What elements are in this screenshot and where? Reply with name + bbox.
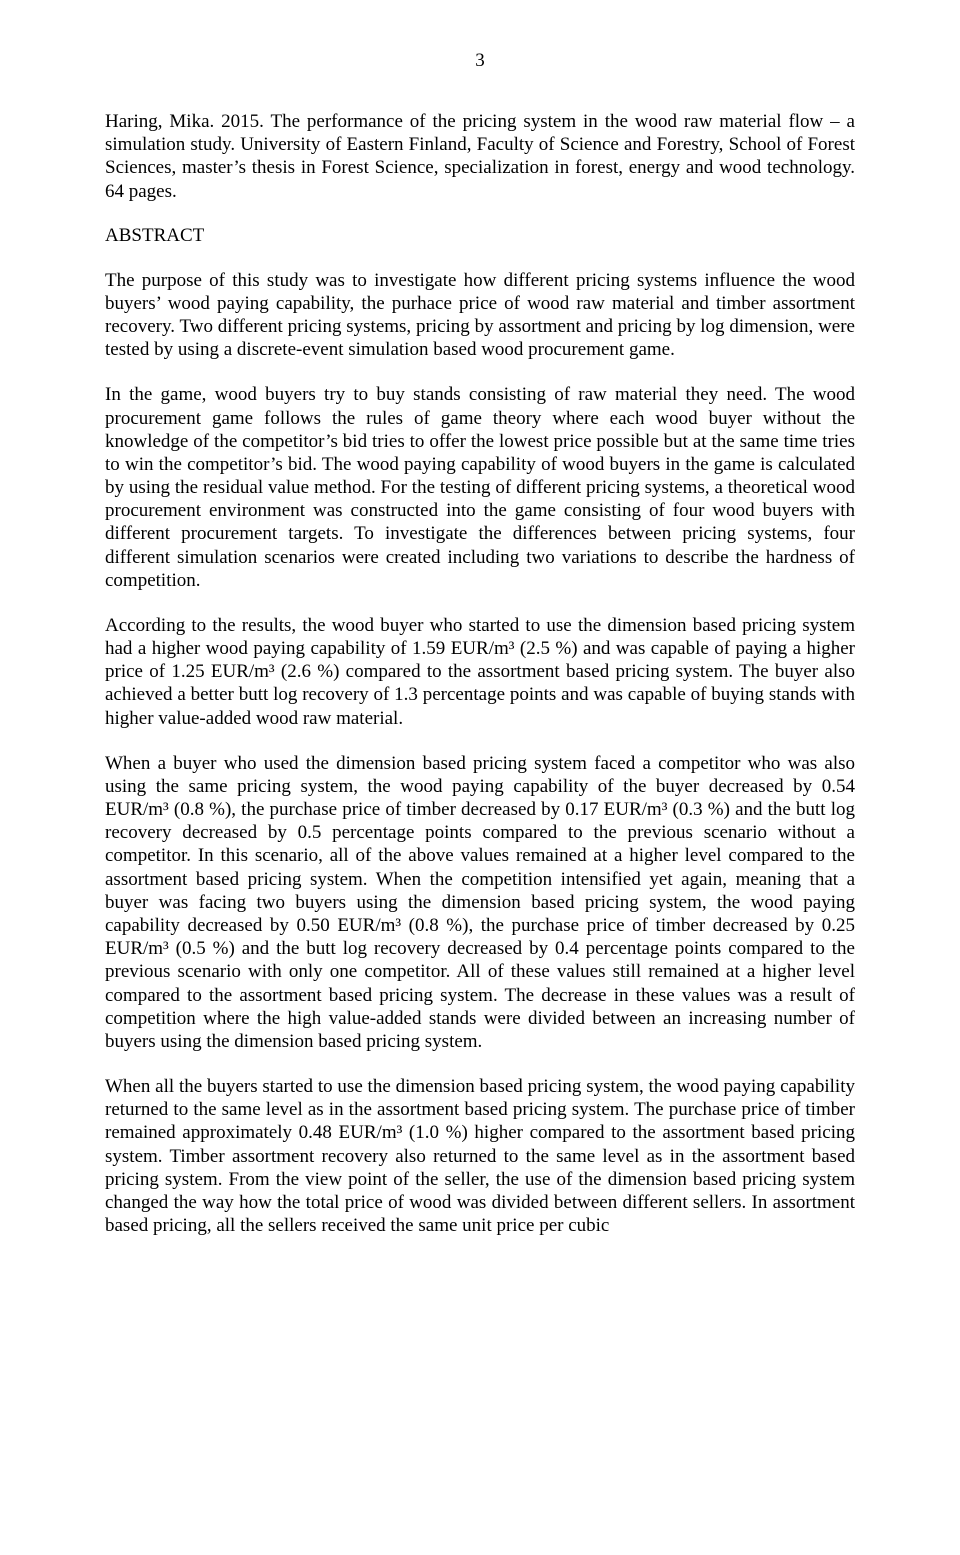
- abstract-paragraph-5: When all the buyers started to use the d…: [105, 1075, 855, 1237]
- citation-text: Haring, Mika. 2015. The performance of t…: [105, 110, 855, 203]
- abstract-paragraph-1: The purpose of this study was to investi…: [105, 269, 855, 362]
- abstract-heading: ABSTRACT: [105, 225, 855, 247]
- page-number: 3: [105, 50, 855, 72]
- abstract-paragraph-3: According to the results, the wood buyer…: [105, 614, 855, 730]
- abstract-paragraph-2: In the game, wood buyers try to buy stan…: [105, 383, 855, 592]
- document-page: 3 Haring, Mika. 2015. The performance of…: [0, 0, 960, 1555]
- abstract-paragraph-4: When a buyer who used the dimension base…: [105, 752, 855, 1053]
